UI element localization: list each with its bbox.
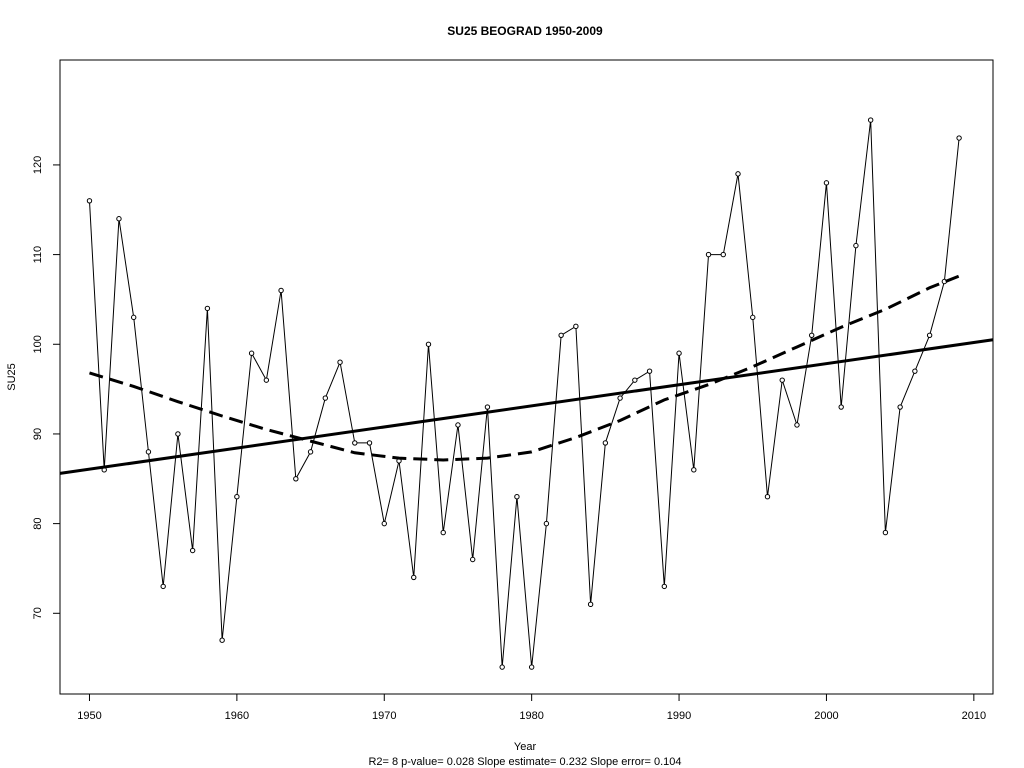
series-layer bbox=[59, 117, 994, 670]
data-point bbox=[632, 377, 638, 383]
stats-footnote: R2= 8 p-value= 0.028 Slope estimate= 0.2… bbox=[368, 756, 681, 768]
observed-series-line bbox=[88, 120, 960, 668]
y-tick-label: 80 bbox=[32, 517, 44, 529]
data-point bbox=[705, 251, 712, 258]
x-tick-label: 2000 bbox=[814, 710, 838, 722]
data-point bbox=[86, 198, 93, 204]
data-point bbox=[750, 314, 756, 321]
linear-trend-line bbox=[59, 338, 994, 475]
data-point bbox=[867, 117, 874, 123]
data-point bbox=[307, 449, 314, 455]
data-point bbox=[912, 368, 918, 374]
data-point bbox=[145, 449, 152, 455]
x-tick-label: 1990 bbox=[667, 710, 691, 722]
data-point bbox=[514, 494, 520, 500]
plot-area-frame bbox=[59, 59, 994, 695]
data-point bbox=[160, 583, 166, 590]
y-tick-label: 120 bbox=[32, 156, 44, 174]
data-point bbox=[956, 135, 962, 141]
data-point bbox=[764, 494, 771, 500]
x-tick-label: 1980 bbox=[519, 710, 543, 722]
data-point bbox=[528, 664, 535, 670]
data-point bbox=[823, 180, 830, 186]
data-point bbox=[543, 520, 550, 527]
data-point bbox=[234, 494, 240, 500]
x-tick-label: 1960 bbox=[225, 710, 249, 722]
data-point bbox=[853, 242, 859, 249]
y-axis: 70 80 90 100 110 120 bbox=[32, 156, 60, 619]
x-tick-label: 1950 bbox=[77, 710, 101, 722]
data-point bbox=[278, 287, 284, 294]
data-point bbox=[381, 520, 387, 527]
data-point bbox=[352, 440, 358, 446]
data-point bbox=[470, 556, 476, 563]
data-point bbox=[676, 350, 682, 356]
y-tick-label: 90 bbox=[32, 428, 44, 440]
y-axis-label: SU25 bbox=[6, 363, 18, 391]
data-point bbox=[116, 216, 122, 222]
x-tick-label: 2010 bbox=[962, 710, 986, 722]
data-point bbox=[499, 664, 505, 670]
data-point bbox=[440, 529, 446, 536]
data-point bbox=[735, 171, 741, 177]
data-point bbox=[646, 368, 653, 374]
data-point bbox=[779, 377, 785, 383]
data-point bbox=[617, 395, 623, 401]
data-point bbox=[691, 467, 697, 473]
data-point bbox=[263, 377, 270, 383]
chart-title: SU25 BEOGRAD 1950-2009 bbox=[447, 24, 603, 38]
data-point bbox=[926, 332, 933, 339]
x-tick-label: 1970 bbox=[372, 710, 396, 722]
data-point bbox=[897, 404, 903, 410]
y-tick-label: 70 bbox=[32, 607, 44, 619]
data-point bbox=[322, 395, 329, 401]
data-point bbox=[809, 332, 815, 339]
data-point bbox=[558, 332, 564, 339]
data-point bbox=[720, 251, 726, 258]
data-point bbox=[189, 547, 196, 554]
data-point bbox=[838, 404, 844, 410]
data-point bbox=[293, 476, 299, 482]
data-point bbox=[587, 601, 594, 608]
data-point bbox=[219, 637, 225, 643]
smoothed-trend-line bbox=[89, 274, 960, 462]
y-tick-label: 100 bbox=[32, 335, 44, 353]
x-axis-label: Year bbox=[514, 741, 537, 753]
data-point bbox=[204, 305, 211, 312]
data-point bbox=[573, 323, 579, 330]
data-point bbox=[411, 574, 417, 581]
data-point bbox=[661, 583, 668, 590]
y-tick-label: 110 bbox=[32, 246, 44, 264]
data-point bbox=[794, 422, 800, 428]
data-point bbox=[130, 314, 137, 321]
data-point bbox=[484, 404, 491, 410]
data-point bbox=[175, 431, 181, 437]
data-point bbox=[337, 359, 343, 365]
data-point bbox=[366, 440, 373, 446]
data-point bbox=[425, 341, 432, 347]
data-point bbox=[455, 422, 461, 428]
x-axis: 1950 1960 1970 1980 1990 2000 2010 bbox=[77, 694, 986, 722]
data-point bbox=[882, 529, 889, 536]
data-point bbox=[248, 350, 255, 356]
data-point bbox=[602, 440, 609, 446]
